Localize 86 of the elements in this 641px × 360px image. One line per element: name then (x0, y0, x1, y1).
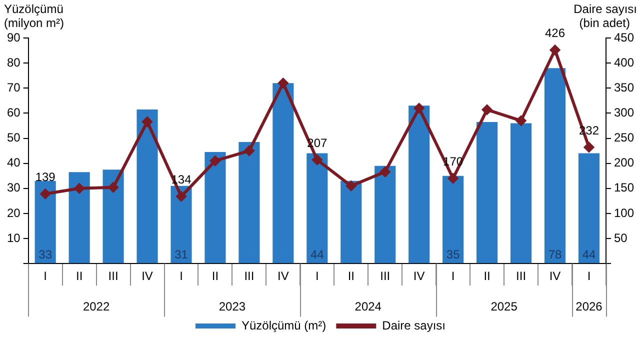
x-tick-label: IV (142, 269, 153, 284)
point (516, 116, 526, 126)
point (176, 191, 186, 202)
y-tick-label: 30 (6, 180, 21, 195)
y2-tick-label: 200 (614, 156, 634, 170)
x-tick-label: I (44, 269, 48, 284)
y2-tick-label: 400 (614, 55, 634, 70)
text: 2025 (490, 300, 518, 314)
y2-tick-label: 50 (614, 230, 628, 245)
y-tick-label: 10 (6, 230, 21, 245)
point (414, 103, 424, 114)
x-tick-label: I (180, 269, 183, 284)
x-tick-label: III (380, 269, 390, 284)
legend-label: Yüzölçümü (m²) (241, 318, 326, 332)
bar (102, 170, 124, 264)
x-tick-label: IV (278, 269, 289, 284)
y-axis-title: Yüzölçümü (milyon m²) (4, 2, 64, 30)
bar (34, 180, 56, 264)
y-tick-label: 70 (6, 80, 21, 94)
bar (544, 68, 566, 264)
text: 2024 (354, 300, 382, 314)
point (380, 166, 390, 177)
bar (306, 153, 328, 264)
bar (68, 172, 90, 264)
bar (238, 142, 260, 264)
point (482, 104, 492, 115)
y2-tick-label: 300 (614, 106, 634, 120)
point (142, 116, 152, 127)
x-tick-label: II (212, 269, 219, 284)
x-tick-label: II (484, 269, 490, 284)
x-tick-label: I (587, 269, 591, 284)
x-tick-label: IV (549, 269, 561, 284)
x-tick-label: III (244, 269, 254, 284)
bar (476, 122, 498, 264)
point (210, 156, 220, 166)
data-label: 31 (174, 248, 188, 262)
y2-tick-label: 450 (614, 30, 634, 44)
y-tick-label: 40 (6, 156, 21, 170)
bar (510, 123, 532, 264)
y2-tick-label: 250 (614, 130, 634, 145)
y2-tick-label: 100 (614, 206, 634, 220)
point (346, 180, 356, 191)
bar (374, 166, 396, 264)
data-label: 78 (548, 248, 562, 262)
x-tick-label: I (315, 269, 319, 284)
data-label: 44 (310, 248, 324, 262)
bar (170, 186, 192, 264)
point (448, 173, 458, 184)
x-tick-label: II (76, 269, 83, 284)
point (74, 183, 84, 194)
bar (408, 106, 430, 264)
point (550, 45, 560, 56)
x-tick-label: I (451, 269, 455, 284)
y-tick-label: 20 (6, 206, 21, 220)
point (584, 142, 594, 152)
bar (442, 176, 464, 264)
x-tick-label: IV (413, 269, 425, 284)
y-tick-label: 50 (6, 130, 21, 145)
text: 2023 (218, 300, 246, 314)
y2-axis-title: Daire sayısı (bin adet) (574, 2, 637, 30)
point (244, 146, 254, 156)
y-tick-label: 80 (6, 55, 21, 70)
y2-tick-label: 150 (614, 180, 634, 195)
text: 2022 (82, 300, 110, 314)
data-label: 33 (38, 248, 52, 262)
point (108, 182, 118, 192)
y-tick-label: 60 (6, 106, 21, 120)
data-label: 44 (582, 248, 596, 262)
bar (578, 153, 600, 264)
data-label: 35 (446, 248, 460, 262)
data-label: 139 (35, 170, 56, 184)
x-tick-label: III (516, 269, 526, 284)
bar (340, 180, 362, 264)
x-tick-label: II (348, 269, 354, 284)
y-tick-label: 90 (6, 30, 21, 44)
text: 2026 (576, 300, 603, 314)
point (278, 78, 288, 88)
y2-tick-label: 350 (614, 80, 634, 94)
bar (272, 83, 294, 264)
x-tick-label: III (108, 269, 118, 284)
bar (136, 109, 158, 264)
point (312, 154, 322, 165)
point (40, 188, 50, 199)
bar (204, 152, 226, 264)
data-label: 426 (544, 26, 566, 40)
legend-label: Daire sayısı (382, 318, 446, 332)
